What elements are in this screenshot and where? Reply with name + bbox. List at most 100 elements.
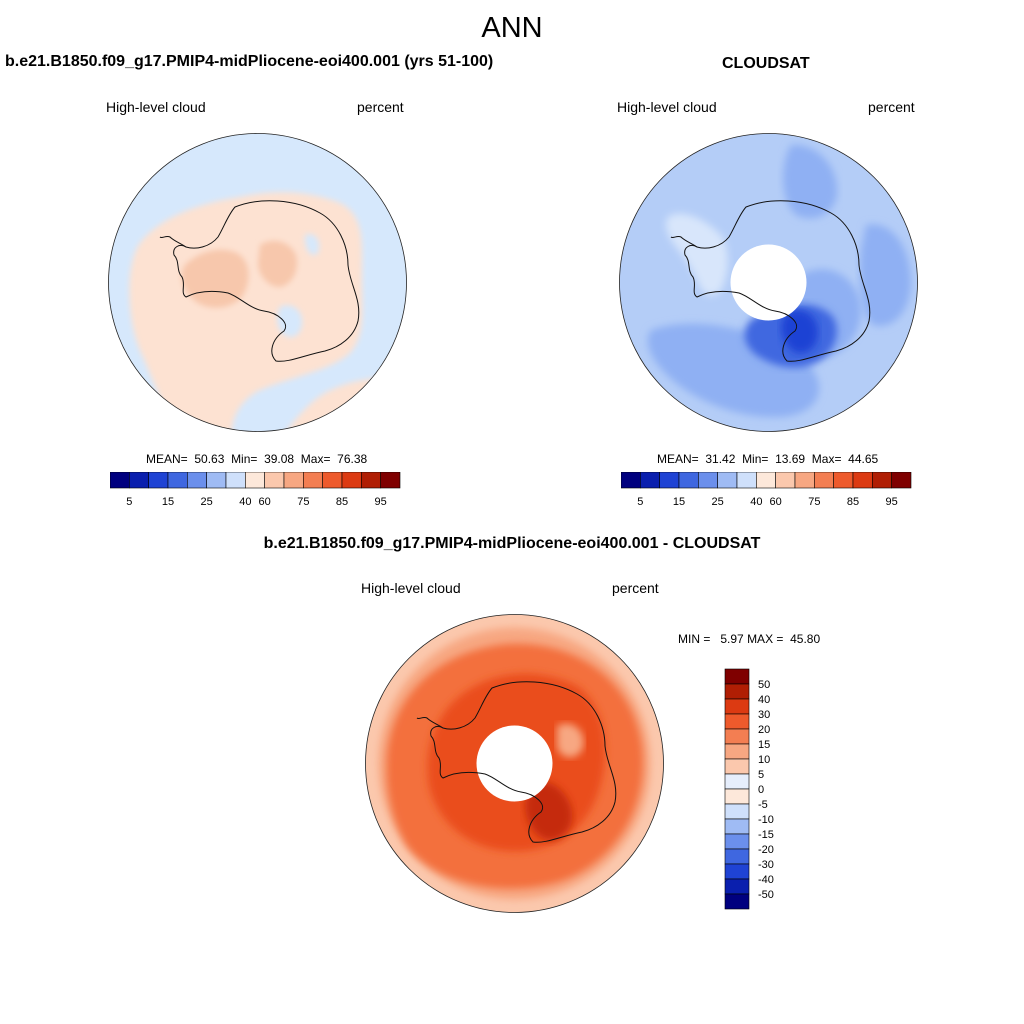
colorbar-tick-label: 60 [259,496,271,508]
colorbar-tick-label: 40 [758,694,770,706]
obs-mid-field-2 [860,224,911,326]
obs-darker-field [781,309,819,354]
colorbar-swatch [724,788,750,805]
colorbar-swatch [264,472,285,489]
colorbar-swatch [225,472,246,489]
colorbar-swatch [814,472,834,489]
colorbar-obs-boxes [621,472,912,489]
colorbar-swatch [852,472,873,489]
colorbar-swatch [724,773,750,790]
colorbar-model-boxes [110,472,401,489]
colorbar-tick-label: 25 [712,496,724,508]
colorbar-swatch [621,472,641,489]
colorbar-tick-label: -5 [758,799,768,811]
colorbar-tick-label: -50 [758,889,774,901]
colorbar-tick-label: 20 [758,724,770,736]
colorbar-model-ticks: 5 15 25 40 60 75 85 95 [126,496,387,508]
panel-diff-stats: MIN = 5.97 MAX = 45.80 [678,632,820,646]
mean-value: 50.63 [194,452,225,466]
colorbar-swatch [794,472,815,489]
colorbar-swatch [724,743,750,760]
colorbar-swatch [724,668,750,685]
colorbar-swatch [698,472,718,489]
max-value: 45.80 [790,632,821,646]
colorbar-swatch [724,878,750,895]
map-obs-border [619,133,918,432]
mean-label: MEAN= [146,452,188,466]
colorbar-tick-label: 5 [758,769,764,781]
colorbar-swatch [724,848,750,865]
colorbar-tick-label: 75 [297,496,309,508]
colorbar-swatch [724,698,750,715]
colorbar-tick-label: 95 [375,496,387,508]
colorbar-swatch [659,472,680,489]
colorbar-swatch [724,818,750,835]
model-ocean-embay [277,234,320,338]
colorbar-tick-label: -15 [758,829,774,841]
colorbar-swatch [322,472,343,489]
colorbar-swatch [206,472,227,489]
panel-obs-units: percent [868,99,915,115]
panel-model-stats: MEAN= 50.63 Min= 39.08 Max= 76.38 [146,452,367,466]
colorbar-tick-label: 5 [637,496,643,508]
colorbar-swatch [148,472,169,489]
colorbar-swatch [724,713,750,730]
colorbar-tick-label: 85 [336,496,348,508]
colorbar-swatch [341,472,362,489]
colorbar-tick-label: 10 [758,754,770,766]
min-value: 39.08 [264,452,295,466]
colorbar-tick-label: 40 [750,496,762,508]
map-obs [619,133,918,432]
panel-model-title: b.e21.B1850.f09_g17.PMIP4-midPliocene-eo… [5,53,494,70]
colorbar-swatch [245,472,265,489]
mean-label: MEAN= [657,452,699,466]
colorbar-tick-label: 75 [808,496,820,508]
colorbar-swatch [110,472,130,489]
map-diff-border [365,614,664,913]
colorbar-swatch [724,833,750,850]
colorbar-tick-label: 60 [770,496,782,508]
panel-obs-variable: High-level cloud [617,99,717,115]
panel-diff-variable: High-level cloud [361,580,461,596]
polar-hole [730,244,807,321]
min-label: Min= [742,452,769,466]
polar-hole [476,725,553,802]
colorbar-tick-label: 25 [201,496,213,508]
colorbar-swatch [724,893,750,910]
mean-value: 31.42 [705,452,736,466]
colorbar-swatch [187,472,207,489]
colorbar-tick-label: 15 [673,496,685,508]
colorbar-swatch [361,472,381,489]
antarctic-peninsula [670,235,698,248]
colorbar-tick-label: 85 [847,496,859,508]
antarctica-coastline [173,200,360,362]
obs-mid-field-1 [783,144,838,219]
max-label: Max= [811,452,842,466]
colorbar-swatch [678,472,699,489]
colorbar-swatch [736,472,757,489]
panel-obs-stats: MEAN= 31.42 Min= 13.69 Max= 44.65 [657,452,878,466]
colorbar-tick-label: 15 [162,496,174,508]
panel-model-units: percent [357,99,404,115]
min-value: 5.97 [720,632,744,646]
antarctic-peninsula [159,235,187,248]
colorbar-tick-label: -40 [758,874,774,886]
colorbar-swatch [717,472,738,489]
min-label: Min= [231,452,258,466]
colorbar-swatch [891,472,912,489]
colorbar-swatch [833,472,854,489]
colorbar-swatch [167,472,188,489]
map-diff [365,614,664,913]
colorbar-tick-label: 30 [758,709,770,721]
colorbar-swatch [724,758,750,775]
map-model-border [108,133,407,432]
colorbar-tick-label: -30 [758,859,774,871]
colorbar-swatch [724,728,750,745]
panel-diff-title: b.e21.B1850.f09_g17.PMIP4-midPliocene-eo… [263,535,761,552]
map-model [108,133,407,432]
colorbar-swatch [756,472,776,489]
colorbar-obs-ticks: 5 15 25 40 60 75 85 95 [637,496,898,508]
panel-diff-units: percent [612,580,659,596]
min-label: MIN = [678,632,711,646]
